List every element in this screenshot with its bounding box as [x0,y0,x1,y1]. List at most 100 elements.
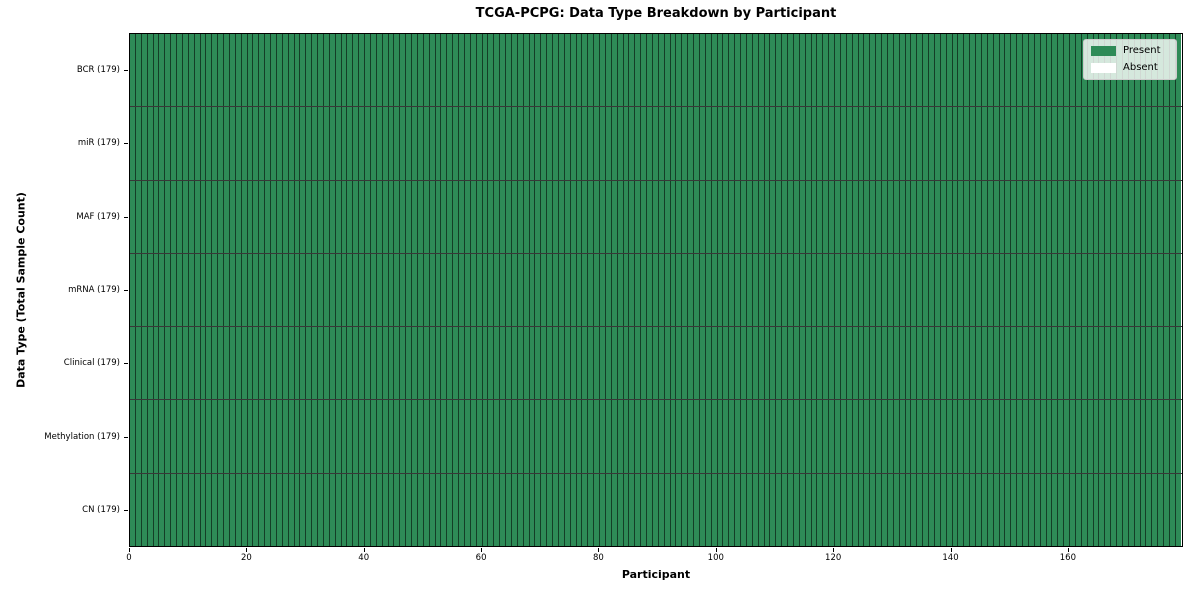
heatmap-cell [440,107,447,180]
heatmap-cell [146,253,153,327]
heatmap-cell [869,253,876,327]
heatmap-cell [992,107,999,180]
y-tick-label: Clinical (179) [63,358,120,369]
heatmap-cell [446,327,453,400]
heatmap-cell [616,107,623,180]
heatmap-cell [663,473,670,546]
heatmap-cell [845,180,852,253]
heatmap-cell [563,180,570,253]
heatmap-cell [458,400,464,473]
heatmap-cell [416,473,423,546]
heatmap-cell [904,180,911,253]
heatmap-cell [317,473,323,546]
heatmap-cell [875,327,881,400]
heatmap-cell [164,107,171,180]
heatmap-cell [134,473,141,546]
heatmap-cell [681,107,688,180]
heatmap-cell [957,400,964,473]
heatmap-cell [1139,253,1146,327]
heatmap-cell [452,180,458,253]
heatmap-cell [246,400,253,473]
legend: Present Absent [1083,39,1177,80]
heatmap-cell [293,253,300,327]
heatmap-cell [892,107,899,180]
heatmap-cell [228,107,235,180]
heatmap-cell [1033,253,1040,327]
heatmap-cell [463,107,470,180]
heatmap-cell [1104,400,1111,473]
heatmap-cell [405,400,411,473]
heatmap-cell [869,400,876,473]
heatmap-cell [416,34,423,107]
heatmap-cell [798,34,805,107]
heatmap-cell [687,473,693,546]
heatmap-cell [822,107,829,180]
heatmap-cell [651,400,658,473]
heatmap-cell [334,400,341,473]
heatmap-row-cn [130,472,1182,546]
heatmap-cell [446,107,453,180]
heatmap-cell [246,34,253,107]
heatmap-cell [557,34,564,107]
heatmap-cell [816,327,823,400]
heatmap-cell [822,400,829,473]
heatmap-cell [1163,327,1169,400]
heatmap-cell [1121,180,1128,253]
heatmap-cell [493,473,500,546]
heatmap-cell [217,473,223,546]
heatmap-cell [516,473,523,546]
heatmap-cell [757,473,764,546]
heatmap-cell [1022,327,1028,400]
heatmap-cell [399,473,406,546]
heatmap-cell [922,180,928,253]
heatmap-cell [1057,253,1064,327]
heatmap-cell [228,327,235,400]
heatmap-cell [969,327,975,400]
heatmap-cell [792,34,799,107]
heatmap-cell [411,34,417,107]
heatmap-cell [1133,107,1140,180]
heatmap-cell [287,180,294,253]
heatmap-cell [469,400,476,473]
heatmap-cell [775,34,782,107]
heatmap-cell [1045,327,1052,400]
heatmap-cell [698,473,705,546]
heatmap-cell [734,400,740,473]
heatmap-cell [1151,400,1158,473]
heatmap-cell [628,473,635,546]
heatmap-cell [516,34,523,107]
heatmap-cell [475,400,482,473]
heatmap-cell [130,400,135,473]
heatmap-cell [986,473,993,546]
heatmap-cell [657,327,664,400]
heatmap-cell [381,34,388,107]
heatmap-cell [740,400,746,473]
heatmap-cell [992,473,999,546]
y-tick-mark [124,143,128,145]
heatmap-cell [569,107,576,180]
heatmap-cell [787,400,793,473]
heatmap-cell [622,34,629,107]
heatmap-cell [575,473,582,546]
heatmap-cell [763,180,770,253]
heatmap-cell [393,180,400,253]
heatmap-cell [258,253,265,327]
heatmap-cell [822,34,829,107]
y-tick-label: MAF (179) [76,211,120,222]
heatmap-cell [1157,400,1163,473]
heatmap-cell [358,253,364,327]
heatmap-cell [428,107,435,180]
heatmap-cell [834,400,840,473]
heatmap-cell [187,107,194,180]
heatmap-cell [1039,107,1046,180]
heatmap-cell [546,253,552,327]
heatmap-cell [1016,107,1022,180]
heatmap-cell [152,400,159,473]
heatmap-cell [728,107,735,180]
x-tick-mark [129,548,130,552]
heatmap-cell [240,34,247,107]
heatmap-cell [334,253,341,327]
heatmap-cell [1116,327,1122,400]
heatmap-cell [134,253,141,327]
heatmap-cell [434,327,441,400]
